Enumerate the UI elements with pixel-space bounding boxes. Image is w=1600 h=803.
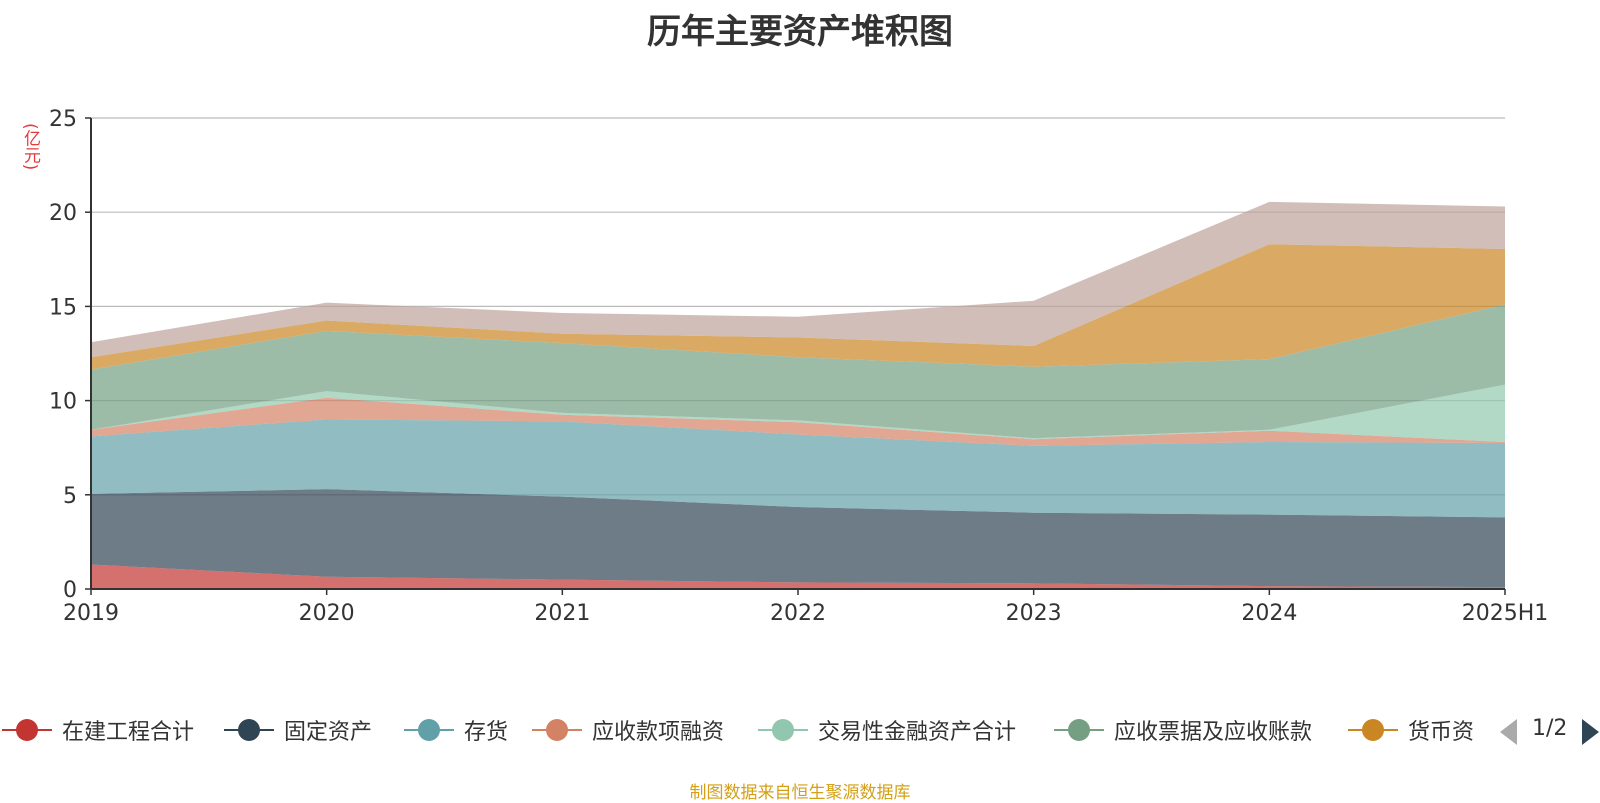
legend-marker-icon	[1054, 712, 1104, 748]
x-tick-label: 2025H1	[1462, 601, 1549, 626]
legend-page-indicator: 1/2	[1532, 716, 1568, 741]
x-tick-label: 2022	[770, 601, 826, 626]
legend-item-notes-accounts-receivable[interactable]: 应收票据及应收账款	[1054, 712, 1312, 748]
legend-label: 在建工程合计	[62, 720, 195, 745]
x-tick-label: 2020	[299, 601, 355, 626]
area-series-在建工程合计[interactable]	[91, 564, 1505, 589]
legend: 在建工程合计 固定资产 存货 应收款项融资 交易性金融资产合计 应收票据及应收账…	[0, 712, 1600, 748]
y-tick-label: 20	[49, 201, 77, 226]
y-tick-label: 25	[49, 107, 77, 132]
legend-label: 固定资产	[284, 720, 373, 745]
x-tick-label: 2021	[534, 601, 590, 626]
area-series-货币资金[interactable]	[91, 244, 1505, 370]
x-tick-label: 2024	[1241, 601, 1297, 626]
legend-item-fixed-assets[interactable]: 固定资产	[224, 712, 372, 748]
legend-label: 交易性金融资产合计	[818, 720, 1017, 745]
legend-marker-icon	[404, 712, 454, 748]
legend-label: 应收款项融资	[592, 720, 725, 745]
data-source-note: 制图数据来自恒生聚源数据库	[689, 783, 911, 803]
legend-prev-page-icon[interactable]	[1500, 719, 1517, 745]
legend-label: 存货	[464, 720, 509, 745]
legend-label: 应收票据及应收账款	[1114, 720, 1313, 745]
stacked-area-chart: 0 5 10 15 20 25 2019 2020 2021 2022 2023 2024 2025H1	[49, 107, 1548, 626]
area-series-应收票据及应收账款[interactable]	[91, 304, 1505, 439]
area-series	[91, 201, 1505, 589]
legend-marker-icon	[532, 712, 582, 748]
legend-item-construction[interactable]: 在建工程合计	[2, 712, 194, 748]
legend-item-cash[interactable]: 货币资	[1348, 712, 1474, 748]
legend-marker-icon	[1348, 712, 1398, 748]
x-tick-label: 2019	[63, 601, 119, 626]
axes: 0 5 10 15 20 25 2019 2020 2021 2022 2023 2024 2025H1	[49, 107, 1548, 626]
y-tick-label: 5	[63, 484, 77, 509]
y-tick-label: 15	[49, 295, 77, 320]
area-series-其他[interactable]	[91, 201, 1505, 358]
legend-item-receivables-financing[interactable]: 应收款项融资	[532, 712, 724, 748]
legend-item-trading-financial-assets[interactable]: 交易性金融资产合计	[758, 712, 1016, 748]
area-series-应收款项融资[interactable]	[91, 397, 1505, 446]
legend-item-inventory[interactable]: 存货	[404, 712, 508, 748]
legend-next-page-icon[interactable]	[1582, 719, 1599, 745]
legend-marker-icon	[2, 712, 52, 748]
legend-pager: 1/2	[1500, 712, 1600, 748]
legend-marker-icon	[224, 712, 274, 748]
x-tick-label: 2023	[1006, 601, 1062, 626]
y-tick-label: 10	[49, 390, 77, 415]
legend-label: 货币资	[1408, 720, 1475, 745]
y-axis-unit-label: (亿元)	[20, 123, 40, 171]
legend-marker-icon	[758, 712, 808, 748]
chart-title: 历年主要资产堆积图	[647, 12, 953, 52]
y-tick-label: 0	[63, 578, 77, 603]
area-series-固定资产[interactable]	[91, 489, 1505, 588]
